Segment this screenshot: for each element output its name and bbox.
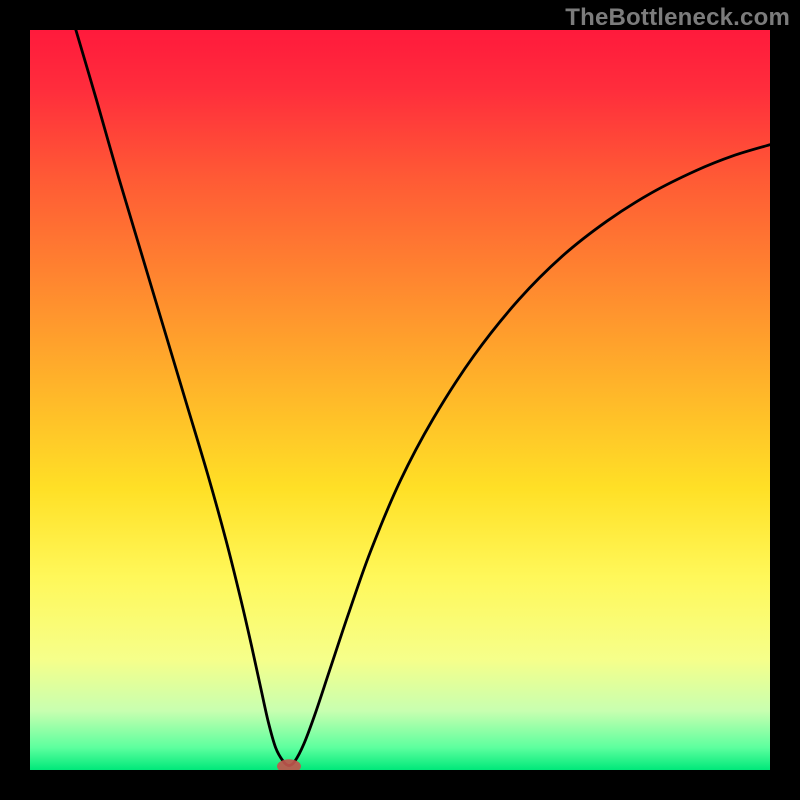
watermark-text: TheBottleneck.com	[565, 4, 790, 32]
chart-container	[30, 30, 770, 770]
gradient-background	[30, 30, 770, 770]
bottleneck-chart	[30, 30, 770, 770]
